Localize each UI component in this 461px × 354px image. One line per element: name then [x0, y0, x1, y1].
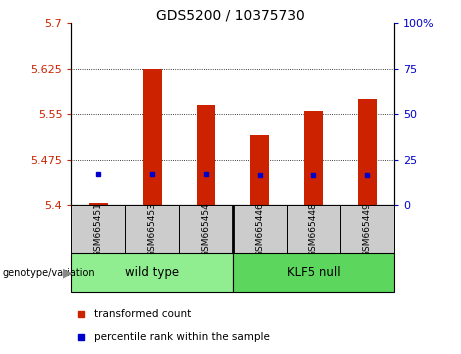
- Text: transformed count: transformed count: [94, 309, 191, 319]
- Text: genotype/variation: genotype/variation: [2, 268, 95, 278]
- Bar: [143, 69, 161, 205]
- Bar: [196, 105, 215, 205]
- Bar: [125, 205, 179, 253]
- Text: GSM665448: GSM665448: [309, 202, 318, 257]
- Text: percentile rank within the sample: percentile rank within the sample: [94, 332, 270, 342]
- Bar: [304, 110, 323, 205]
- Text: GSM665453: GSM665453: [148, 202, 157, 257]
- Bar: [71, 205, 125, 253]
- Text: GSM665454: GSM665454: [201, 202, 210, 257]
- Bar: [250, 136, 269, 205]
- Bar: [233, 253, 394, 292]
- Bar: [89, 204, 108, 205]
- Bar: [71, 253, 233, 292]
- Text: KLF5 null: KLF5 null: [287, 266, 340, 279]
- Bar: [179, 205, 233, 253]
- Text: GSM665449: GSM665449: [363, 202, 372, 257]
- Text: ▶: ▶: [64, 266, 73, 279]
- Bar: [287, 205, 340, 253]
- Text: GDS5200 / 10375730: GDS5200 / 10375730: [156, 9, 305, 23]
- Bar: [340, 205, 394, 253]
- Text: wild type: wild type: [125, 266, 179, 279]
- Text: GSM665451: GSM665451: [94, 202, 103, 257]
- Bar: [358, 99, 377, 205]
- Bar: [233, 205, 287, 253]
- Text: GSM665446: GSM665446: [255, 202, 264, 257]
